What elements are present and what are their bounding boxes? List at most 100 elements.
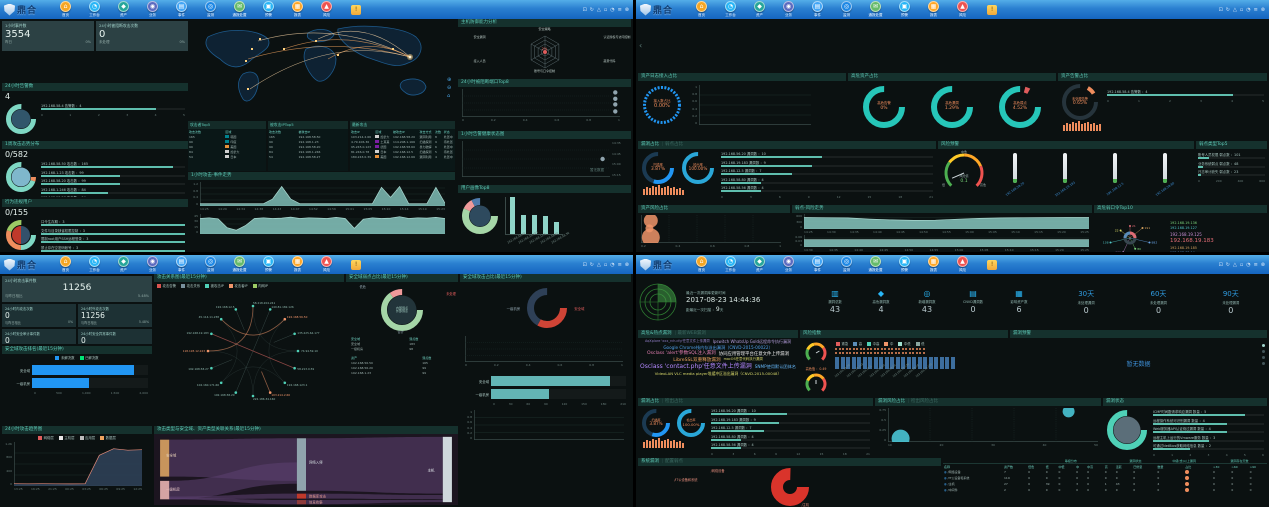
panel-title: 漏洞占比弱点占比 [638,141,936,149]
pagination-dot[interactable] [1262,350,1265,353]
nav-item-资产[interactable]: ◆ 资产 [111,1,136,18]
nav-item-事件[interactable]: ▤ 事件 [805,1,830,18]
window-icon[interactable]: ≡ [1253,261,1258,268]
pagination-dot[interactable] [1262,362,1265,365]
nav-item-预警[interactable]: ▣ 预警 [256,1,281,18]
nav-item-通报处置[interactable]: ✉ 通报处置 [227,256,252,273]
window-icon[interactable]: ↻ [589,6,594,13]
window-icon[interactable]: ▫ [603,261,608,268]
window-icon[interactable]: ◔ [1246,261,1251,268]
vuln-tag[interactable]: AqXplore 'xxx_rch.cfg'任意文件上传漏洞 [644,339,710,344]
nav-item-资产[interactable]: ◆ 资产 [111,256,136,273]
nav-item-业务[interactable]: ◉ 业务 [776,256,801,273]
vuln-tag[interactable]: Osclass 'contact.php'任意文件上传漏洞 [640,362,752,370]
nav-item-监测[interactable]: ◎ 监测 [198,256,223,273]
nav-item-首页[interactable]: ⌂ 首页 [53,256,78,273]
nav-item-业务[interactable]: ◉ 业务 [140,256,165,273]
stat-attack-events: 24小时攻击事件数 11256 与昨日相比 5.48% [2,276,152,302]
map-home-icon[interactable]: ⌂ [447,93,451,99]
nav-item-风险[interactable]: ▲ 风险 [314,256,339,273]
user-profile-donut [461,197,499,239]
alarm-icon[interactable]: ! [987,259,998,270]
nav-item-通报处置[interactable]: ✉ 通报处置 [863,1,888,18]
window-icon[interactable]: ⊗ [624,6,629,13]
nav-item-报表[interactable]: ▦ 报表 [921,256,946,273]
nav-item-业务[interactable]: ◉ 业务 [140,1,165,18]
vuln-tag[interactable]: Ipswitch WhatsUp Gold远程命令执行漏洞 [712,339,791,344]
window-icon[interactable]: ▫ [1239,6,1244,13]
nav-item-工作台[interactable]: ◔ 工作台 [718,1,743,18]
window-icon[interactable]: ↻ [1225,261,1230,268]
alarm-icon[interactable]: ! [351,4,362,15]
panel-title: 漏洞占比检出占比 [638,398,873,406]
window-icon[interactable]: ◔ [610,6,615,13]
nav-item-工作台[interactable]: ◔ 工作台 [718,256,743,273]
nav-item-事件[interactable]: ▤ 事件 [805,256,830,273]
vuln-tag[interactable]: Osclass 'alert'参数SQL注入漏洞 [647,351,716,357]
vuln-tag[interactable]: LibreSSL双重释放漏洞 [673,357,721,363]
nav-item-风险[interactable]: ▲ 风险 [950,1,975,18]
vuln-tag[interactable]: VideoLAN VLC media player堆缓冲区溢出漏洞（CNVD-2… [654,370,782,376]
nav-item-预警[interactable]: ▣ 预警 [256,256,281,273]
window-icon[interactable]: △ [1232,6,1237,13]
window-icon[interactable]: ◔ [1246,6,1251,13]
nav-item-报表[interactable]: ▦ 报表 [921,1,946,18]
nav-item-风险[interactable]: ▲ 风险 [950,256,975,273]
nav-item-风险[interactable]: ▲ 风险 [314,1,339,18]
nav-item-资产[interactable]: ◆ 资产 [747,256,772,273]
bar-item [879,357,883,369]
nav-item-首页[interactable]: ⌂ 首页 [689,1,714,18]
window-icon[interactable]: ⊗ [1260,261,1265,268]
window-icon[interactable]: ↻ [1225,6,1230,13]
window-icon[interactable]: ↻ [589,261,594,268]
nav-item-通报处置[interactable]: ✉ 通报处置 [863,256,888,273]
bar-item [868,357,872,369]
window-icon[interactable]: ⊡ [582,6,587,13]
nav-item-报表[interactable]: ▦ 报表 [285,1,310,18]
nav-item-预警[interactable]: ▣ 预警 [892,256,917,273]
window-icon[interactable]: ⊗ [1260,6,1265,13]
window-icon[interactable]: △ [596,6,601,13]
pagination-dot[interactable] [1262,344,1265,347]
nav-item-业务[interactable]: ◉ 业务 [776,1,801,18]
nav-item-事件[interactable]: ▤ 事件 [169,1,194,18]
app-logo: 鼎合 [4,258,37,271]
map-zoom-controls[interactable]: ⊕ ⊖ ⌂ [447,77,451,99]
nav-item-预警[interactable]: ▣ 预警 [892,1,917,18]
window-icon[interactable]: ⊡ [1218,261,1223,268]
window-icon[interactable]: △ [1232,261,1237,268]
vuln-tag[interactable]: macOS任意代码执行漏洞 [723,357,763,362]
nav-item-通报处置[interactable]: ✉ 通报处置 [227,1,252,18]
nav-item-首页[interactable]: ⌂ 首页 [689,256,714,273]
nav-item-工作台[interactable]: ◔ 工作台 [82,1,107,18]
window-icon[interactable]: ⊗ [624,261,629,268]
nav-item-资产[interactable]: ◆ 资产 [747,1,772,18]
window-icon[interactable]: △ [596,261,601,268]
window-icon[interactable]: ≡ [617,261,622,268]
nav-item-首页[interactable]: ⌂ 首页 [53,1,78,18]
vuln-tag[interactable]: 协同应用管理平台任意文件上传漏洞 [718,351,789,357]
vuln-tag[interactable]: SNMP使用默认团体名 [754,364,796,370]
window-icon[interactable]: ≡ [617,6,622,13]
zoom-out-icon[interactable]: ⊖ [447,85,452,91]
alarm-icon[interactable]: ! [351,259,362,270]
nav-item-监测[interactable]: ◎ 监测 [834,256,859,273]
carousel-left-arrow[interactable]: ‹ [639,41,643,50]
window-icon[interactable]: ▫ [1239,261,1244,268]
nav-item-监测[interactable]: ◎ 监测 [198,1,223,18]
vuln-tag[interactable]: Google Chrome栈内存溢出漏洞（CNVD-2015-00022） [663,344,773,350]
nav-item-工作台[interactable]: ◔ 工作台 [82,256,107,273]
pagination-dot[interactable] [1262,356,1265,359]
window-icon[interactable]: ≡ [1253,6,1258,13]
nav-item-报表[interactable]: ▦ 报表 [285,256,310,273]
zoom-in-icon[interactable]: ⊕ [447,77,452,83]
nav-item-事件[interactable]: ▤ 事件 [169,256,194,273]
thermometer: 192.168.19.183 [1046,153,1084,197]
window-icon[interactable]: ⊡ [1218,6,1223,13]
alarm-icon[interactable]: ! [987,4,998,15]
window-icon[interactable]: ▫ [603,6,608,13]
panel-title: 风险指数 [800,330,1008,338]
window-icon[interactable]: ◔ [610,261,615,268]
nav-item-监测[interactable]: ◎ 监测 [834,1,859,18]
window-icon[interactable]: ⊡ [582,261,587,268]
